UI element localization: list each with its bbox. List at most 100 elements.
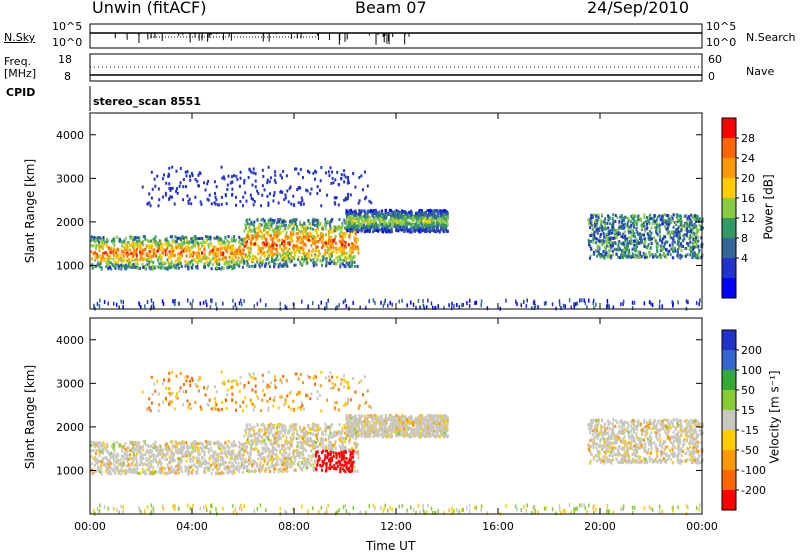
power-echo-cell: [164, 241, 167, 245]
power-echo-cell: [400, 211, 403, 215]
velocity-echo-cell: [114, 471, 117, 475]
velocity-echo-cell: [174, 471, 177, 475]
power-echo-cell: [276, 234, 279, 238]
velocity-echo-cell: [169, 470, 172, 474]
power-echo-cell: [632, 239, 635, 243]
power-echo-cell: [245, 236, 248, 240]
power-echo-cell: [324, 171, 327, 175]
power-echo-cell: [651, 255, 654, 259]
power-echo-cell: [340, 173, 343, 177]
power-echo-cell: [333, 259, 336, 263]
power-echo-cell: [367, 210, 370, 214]
velocity-echo-cell: [131, 440, 134, 444]
power-echo-cell: [319, 221, 322, 225]
power-echo-cell: [691, 242, 694, 246]
power-echo-cell: [630, 228, 633, 232]
power-echo-cell: [100, 239, 103, 243]
power-echo-cell: [211, 299, 213, 304]
power-echo-cell: [366, 217, 369, 221]
power-echo-cell: [257, 228, 260, 232]
power-echo-cell: [260, 236, 263, 240]
velocity-echo-cell: [207, 450, 210, 454]
power-echo-cell: [666, 213, 669, 217]
power-echo-cell: [693, 237, 696, 241]
power-echo-cell: [410, 209, 413, 213]
power-echo-cell: [111, 249, 114, 253]
velocity-echo-cell: [168, 455, 171, 459]
velocity-echo-cell: [227, 440, 230, 444]
velocity-echo-cell: [119, 463, 122, 467]
velocity-echo-cell: [120, 468, 123, 472]
power-echo-cell: [637, 218, 640, 222]
velocity-echo-cell: [214, 460, 217, 464]
velocity-echo-cell: [189, 467, 192, 471]
power-echo-cell: [100, 259, 103, 263]
power-echo-cell: [654, 253, 657, 257]
power-echo-cell: [146, 300, 149, 305]
power-echo-cell: [132, 262, 135, 266]
velocity-echo-cell: [127, 463, 130, 467]
power-echo-cell: [125, 252, 128, 256]
power-echo-cell: [611, 241, 614, 245]
power-echo-cell: [698, 250, 701, 254]
power-echo-cell: [592, 238, 595, 242]
power-echo-cell: [405, 223, 408, 227]
velocity-echo-cell: [191, 450, 194, 454]
power-echo-cell: [603, 235, 606, 239]
velocity-echo-cell: [152, 459, 155, 463]
power-echo-cell: [220, 195, 223, 199]
power-echo-cell: [297, 232, 300, 236]
power-echo-cell: [433, 209, 436, 213]
velocity-echo-cell: [121, 463, 124, 467]
power-echo-cell: [445, 227, 448, 231]
power-echo-cell: [259, 261, 262, 265]
power-echo-cell: [147, 258, 150, 262]
power-echo-cell: [354, 185, 357, 189]
power-echo-cell: [688, 222, 691, 226]
power-echo-cell: [251, 264, 254, 268]
power-echo-cell: [145, 244, 148, 248]
power-echo-cell: [241, 265, 244, 269]
power-echo-cell: [656, 223, 659, 227]
power-echo-cell: [304, 244, 307, 248]
power-echo-cell: [248, 264, 251, 268]
power-echo-cell: [404, 228, 407, 232]
power-echo-cell: [679, 214, 682, 218]
power-echo-cell: [178, 236, 181, 240]
power-echo-cell: [190, 265, 193, 269]
power-echo-cell: [323, 222, 326, 226]
power-echo-cell: [320, 240, 323, 244]
velocity-echo-cell: [177, 461, 180, 465]
power-echo-cell: [148, 267, 151, 271]
power-echo-cell: [416, 212, 419, 216]
power-echo-cell: [351, 225, 354, 229]
power-echo-cell: [604, 224, 607, 228]
power-echo-cell: [677, 234, 680, 238]
power-echo-cell: [302, 176, 305, 180]
power-echo-cell: [122, 254, 125, 258]
velocity-echo-cell: [155, 449, 158, 453]
power-echo-cell: [685, 213, 688, 217]
power-echo-cell: [661, 241, 664, 245]
power-echo-cell: [411, 216, 414, 220]
power-echo-cell: [691, 255, 694, 259]
power-echo-cell: [305, 233, 308, 237]
power-echo-cell: [206, 256, 209, 260]
power-echo-cell: [219, 258, 222, 262]
power-echo-cell: [360, 174, 363, 178]
power-echo-cell: [260, 223, 263, 227]
power-echo-cell: [205, 299, 207, 304]
power-echo-cell: [617, 243, 620, 247]
power-echo-cell: [351, 229, 354, 233]
power-echo-cell: [178, 184, 181, 188]
power-echo-cell: [678, 246, 681, 250]
velocity-echo-cell: [140, 452, 143, 456]
power-echo-cell: [186, 246, 189, 250]
power-echo-cell: [179, 242, 182, 246]
power-echo-cell: [368, 299, 371, 304]
power-echo-cell: [353, 222, 356, 226]
power-echo-cell: [203, 252, 206, 256]
power-echo-cell: [624, 246, 627, 250]
velocity-echo-cell: [234, 457, 237, 461]
power-echo-cell: [700, 243, 703, 247]
